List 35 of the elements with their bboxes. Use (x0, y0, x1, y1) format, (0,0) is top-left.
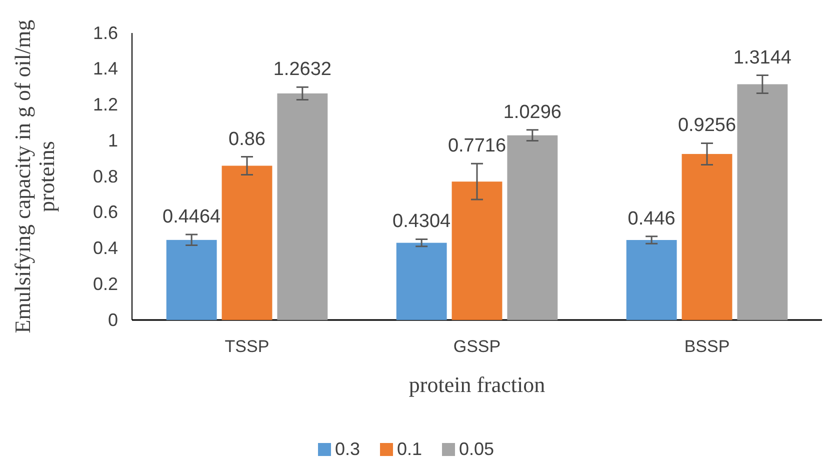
y-tick-label: 1.6 (92, 22, 118, 43)
x-tick-label: BSSP (684, 337, 730, 356)
data-label: 1.2632 (273, 59, 332, 80)
data-label: 0.86 (228, 128, 266, 150)
y-tick-label: 0.4 (92, 238, 118, 258)
y-tick-label: 0.2 (92, 274, 118, 294)
y-axis-title: Emulsifying capacity in g of oil/mg proteins (10, 20, 59, 334)
bar (737, 84, 788, 320)
y-tick-label: 0.6 (92, 202, 118, 222)
x-axis-title: protein fraction (408, 372, 546, 397)
data-label: 0.7716 (448, 136, 506, 157)
data-label: 0.9256 (678, 115, 736, 136)
legend-label: 0.05 (459, 439, 494, 459)
data-label: 1.3144 (733, 47, 792, 68)
data-label: 1.0296 (503, 102, 562, 123)
bar (166, 240, 217, 320)
x-tick-label: GSSP (453, 337, 501, 356)
y-tick-label: 0.8 (92, 166, 118, 186)
bar (452, 182, 502, 320)
data-label: 0.4304 (392, 211, 452, 232)
bar (682, 154, 732, 320)
data-label: 0.446 (628, 208, 676, 230)
bar (222, 166, 272, 320)
x-tick-label: TSSP (224, 337, 270, 356)
y-tick-label: 1.2 (92, 94, 118, 115)
y-tick-label: 1 (108, 130, 118, 150)
bar (626, 240, 677, 320)
legend-label: 0.3 (335, 439, 360, 459)
y-tick-label: 0 (108, 310, 118, 330)
bar (507, 135, 558, 320)
y-tick-label: 1.4 (92, 58, 118, 79)
legend-label: 0.1 (397, 439, 422, 459)
data-label: 0.4464 (162, 206, 222, 228)
bar (396, 242, 447, 320)
bar (277, 93, 328, 320)
